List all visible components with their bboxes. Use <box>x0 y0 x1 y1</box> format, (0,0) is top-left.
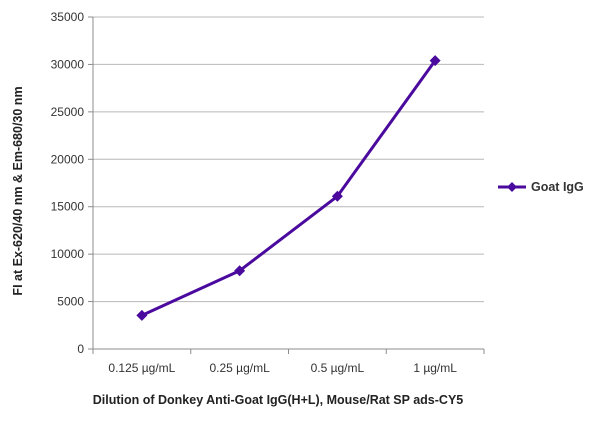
y-axis-title: FI at Ex-620/40 nm & Em-680/30 nm <box>11 86 25 295</box>
gridlines <box>93 16 484 303</box>
series <box>136 55 441 321</box>
y-tick-label: 0 <box>77 342 84 356</box>
legend: Goat IgG <box>498 180 584 194</box>
data-point-marker <box>331 190 343 202</box>
series-line-goat-igg <box>140 59 437 317</box>
legend-marker-goat-igg <box>507 182 517 192</box>
data-point-marker <box>234 265 246 277</box>
y-tick-label: 25000 <box>51 105 85 119</box>
y-tick-label: 5000 <box>57 295 84 309</box>
legend-label-goat-igg: Goat IgG <box>531 180 584 194</box>
y-tick-label: 20000 <box>51 152 85 166</box>
y-tick-label: 30000 <box>51 57 85 71</box>
x-tick-label: 1 µg/mL <box>413 361 457 375</box>
y-tick-label: 35000 <box>51 10 85 24</box>
data-point-marker <box>429 55 441 67</box>
y-tick-label: 10000 <box>51 247 85 261</box>
x-tick-label: 0.5 µg/mL <box>311 361 365 375</box>
axes <box>88 16 485 354</box>
x-tick-label: 0.25 µg/mL <box>209 361 270 375</box>
data-point-marker <box>136 309 148 321</box>
x-tick-labels: 0.125 µg/mL 0.25 µg/mL 0.5 µg/mL 1 µg/mL <box>108 361 457 375</box>
x-axis-title: Dilution of Donkey Anti-Goat IgG(H+L), M… <box>93 393 464 407</box>
y-tick-labels: 0 5000 10000 15000 20000 25000 30000 35000 <box>51 10 85 356</box>
x-tick-label: 0.125 µg/mL <box>108 361 175 375</box>
y-tick-label: 15000 <box>51 200 85 214</box>
